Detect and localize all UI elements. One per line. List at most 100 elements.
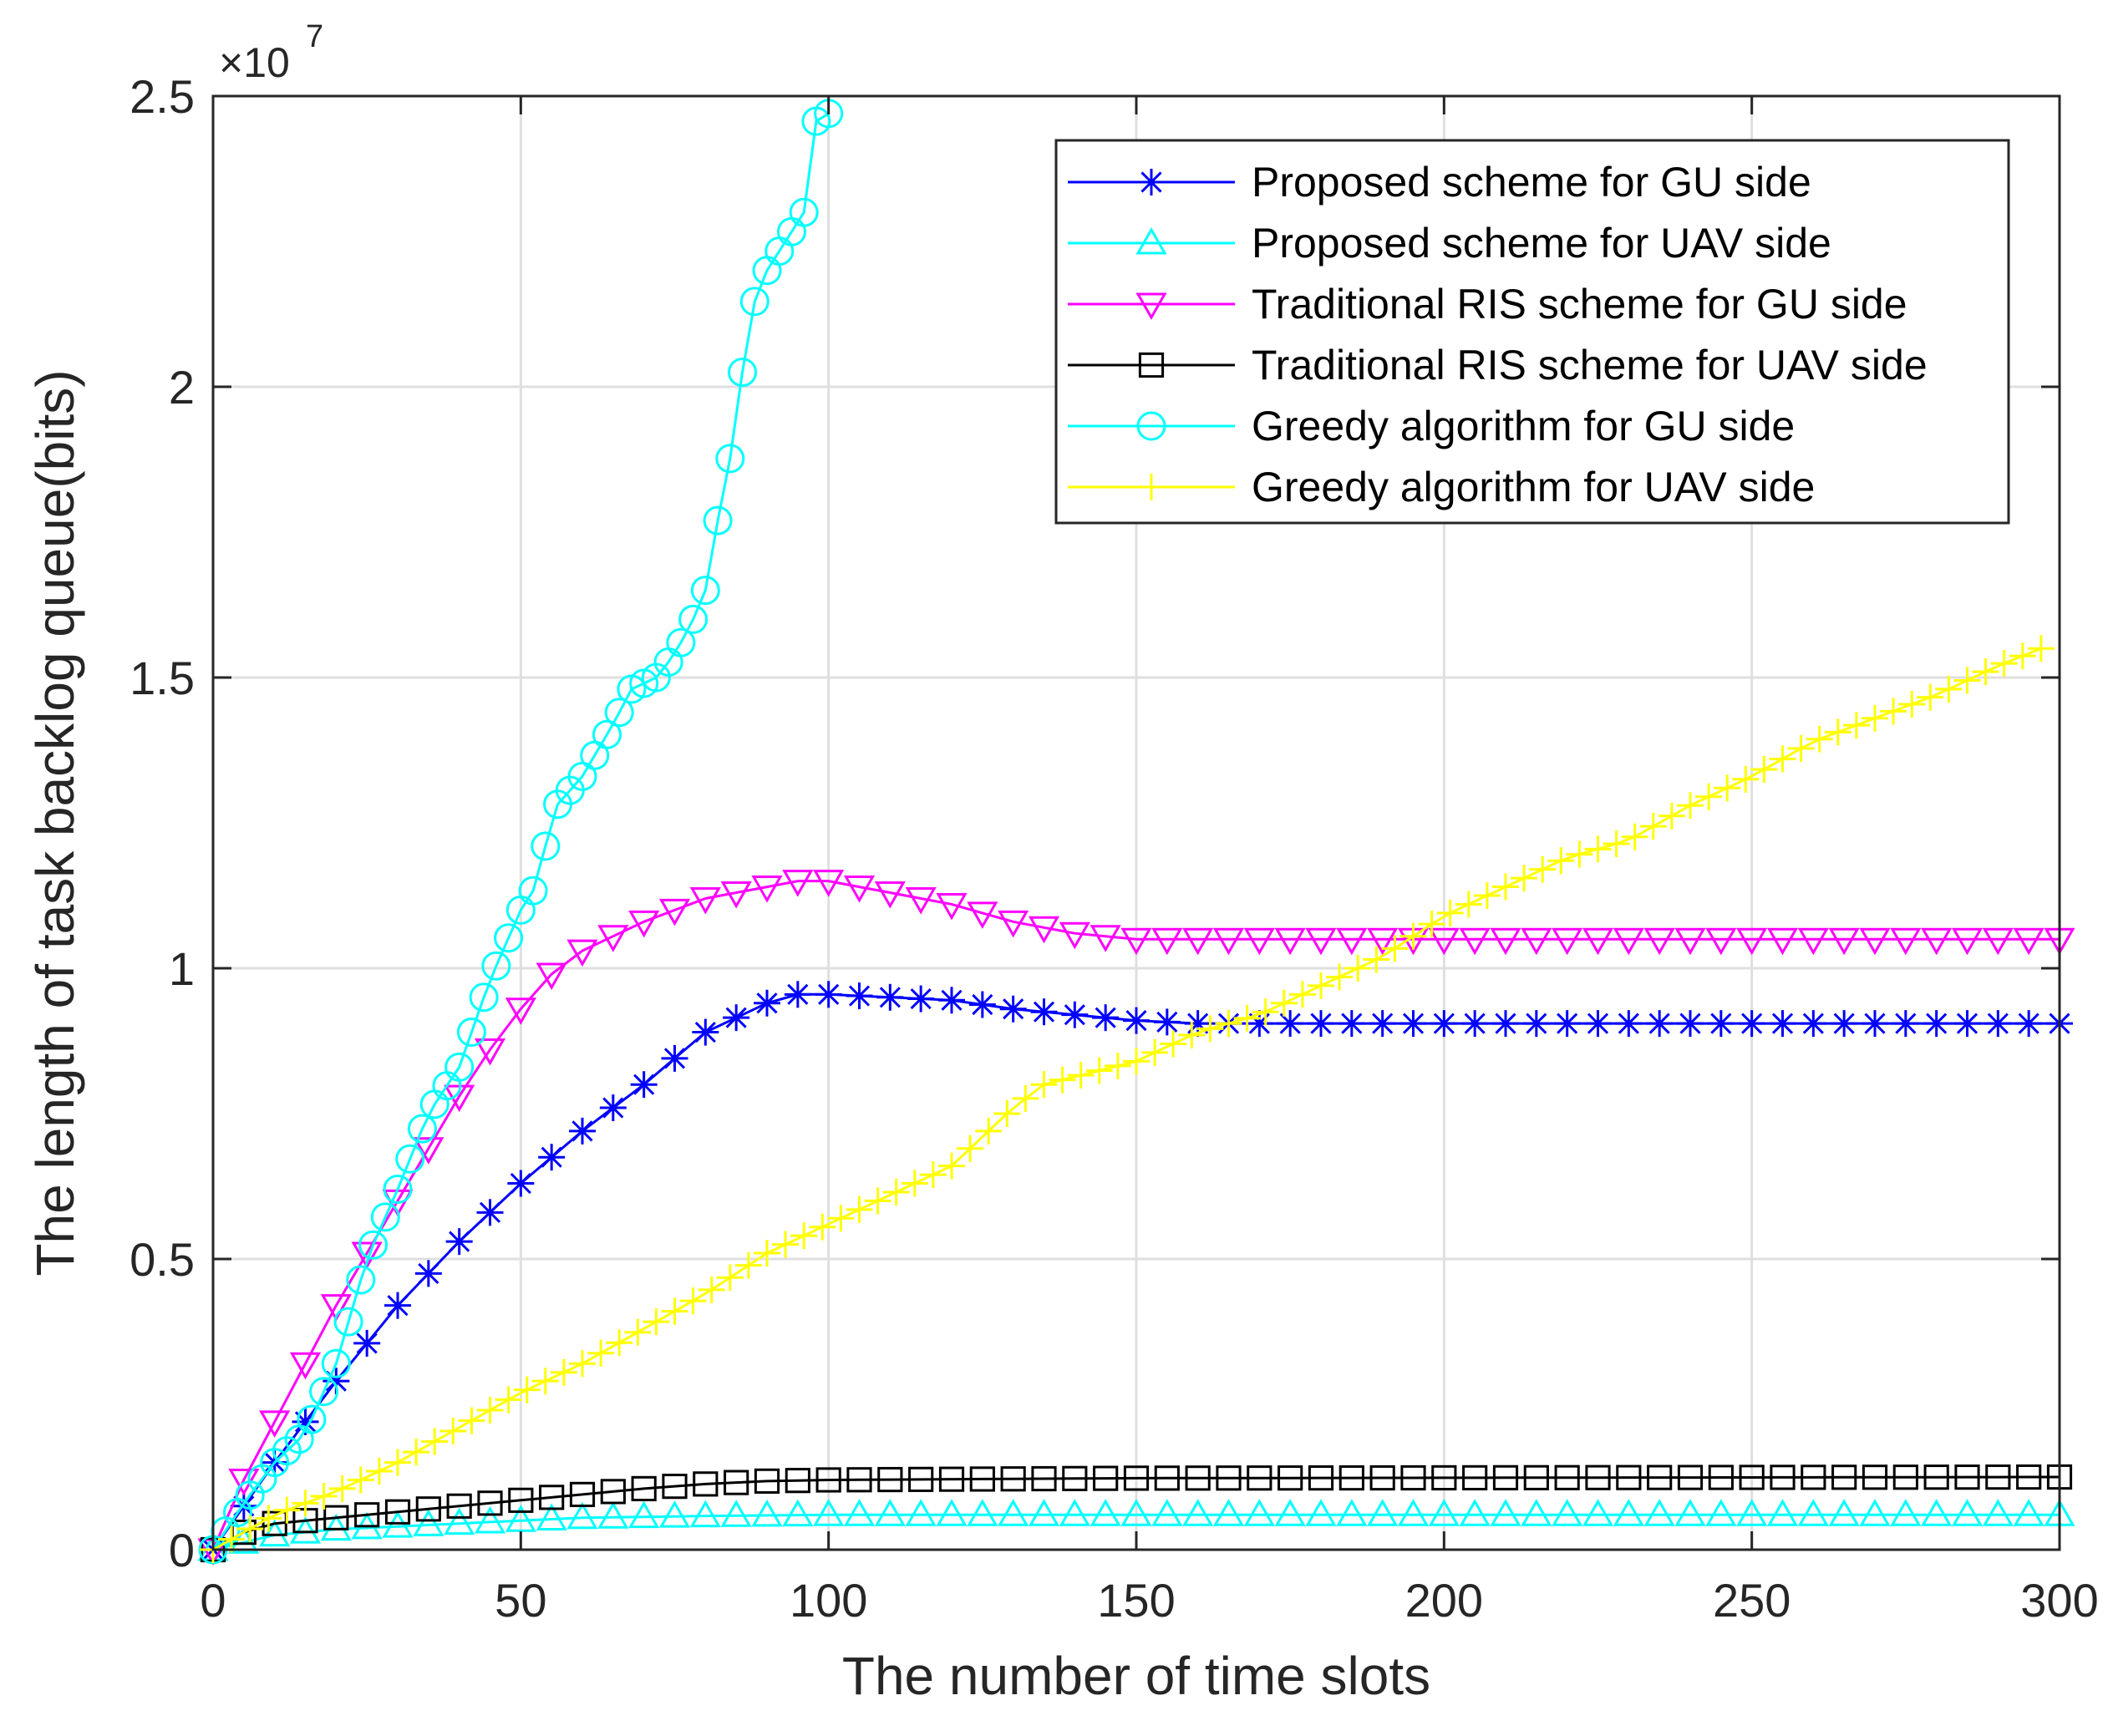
data-point-plus [458, 1407, 485, 1434]
data-point-triangle [1212, 1499, 1245, 1526]
asterisk-stroke [663, 1048, 686, 1069]
asterisk-stroke [756, 992, 778, 1014]
data-point-plus [1842, 712, 1870, 739]
asterisk-stroke [1402, 1013, 1425, 1034]
data-point-asterisk [630, 1071, 658, 1099]
data-point-plus [1326, 963, 1354, 991]
data-point-circle [481, 951, 511, 981]
asterisk-stroke [1895, 1013, 1917, 1034]
data-point-triangle-down [1890, 927, 1922, 956]
data-point-asterisk [1123, 1007, 1150, 1034]
data-point-triangle [413, 1509, 444, 1536]
data-point-triangle-down [1274, 927, 1306, 956]
legend-label: Greedy algorithm for UAV side [1252, 464, 1815, 510]
asterisk-stroke [972, 993, 993, 1016]
data-point-asterisk [1584, 1010, 1612, 1038]
data-point-plus [957, 1134, 984, 1162]
data-point-plus [587, 1339, 615, 1367]
series-line [211, 880, 2060, 1551]
data-point-triangle-down [1859, 927, 1891, 956]
data-point-square [1154, 1465, 1180, 1491]
data-point-asterisk [384, 1292, 411, 1319]
data-point-square [724, 1470, 749, 1495]
asterisk-stroke [694, 1021, 716, 1043]
data-point-circle [444, 1052, 475, 1082]
data-point-square [262, 1510, 287, 1536]
legend-label: Traditional RIS scheme for UAV side [1252, 342, 1928, 388]
asterisk-stroke [1464, 1013, 1486, 1034]
data-point-triangle-down [1059, 921, 1090, 950]
data-point-plus [1639, 813, 1667, 840]
data-point-asterisk [661, 1044, 688, 1072]
data-point-triangle-down [1305, 927, 1337, 956]
data-point-plus [882, 1178, 910, 1206]
data-point-asterisk [1492, 1010, 1519, 1038]
data-point-triangle-down [1120, 927, 1152, 956]
data-point-square [662, 1474, 688, 1500]
data-point-triangle-down [320, 1294, 352, 1322]
series-layer [197, 99, 2075, 1566]
legend-label: Proposed scheme for GU side [1252, 159, 1811, 206]
data-point-triangle-down [1828, 927, 1860, 956]
data-point-plus [495, 1386, 522, 1414]
data-point-circle [715, 444, 745, 474]
data-point-plus [1732, 765, 1760, 793]
data-point-triangle [1674, 1499, 1706, 1526]
data-point-triangle [1243, 1499, 1275, 1526]
data-point-plus [255, 1505, 282, 1532]
asterisk-stroke [541, 1146, 562, 1168]
y-axis-ticks: 0 0.5 1 1.5 2 2.5 [130, 70, 2060, 1576]
data-point-triangle-down [1613, 927, 1644, 956]
data-point-plus [1566, 840, 1593, 868]
data-point-plus [1160, 1030, 1187, 1058]
data-point-plus [569, 1350, 596, 1378]
asterisk-stroke [1064, 1004, 1085, 1026]
data-point-asterisk [538, 1144, 566, 1171]
data-point-asterisk [815, 981, 842, 1008]
data-point-plus [1308, 972, 1334, 999]
y-scale-exponent: 7 [306, 19, 323, 54]
data-point-plus [1085, 1057, 1113, 1084]
data-point-asterisk [1138, 169, 1165, 195]
asterisk-stroke [449, 1231, 470, 1252]
data-point-circle [531, 831, 561, 861]
asterisk-stroke [1140, 171, 1162, 193]
data-point-triangle [1336, 1499, 1368, 1526]
data-point-triangle-down [2013, 927, 2045, 956]
data-point-square [1862, 1464, 1888, 1490]
data-point-asterisk [1277, 1010, 1304, 1038]
data-point-plus [1953, 667, 1981, 694]
data-point-asterisk [1953, 1010, 1981, 1038]
legend-item: Proposed scheme for GU side [1068, 159, 1811, 206]
data-point-asterisk [1153, 1008, 1181, 1036]
data-point-plus [1363, 946, 1390, 973]
asterisk-stroke [418, 1262, 439, 1284]
asterisk-stroke [787, 983, 809, 1005]
asterisk-stroke [1956, 1013, 1978, 1034]
data-point-circle [739, 287, 770, 317]
data-point-plus [1677, 792, 1704, 820]
legend-item: Greedy algorithm for GU side [1068, 403, 1795, 449]
data-point-triangle-down [566, 939, 598, 967]
data-point-asterisk [1553, 1010, 1581, 1038]
data-point-circle [297, 1404, 327, 1434]
data-point-plus [734, 1251, 762, 1279]
data-point-square [600, 1479, 626, 1505]
data-point-asterisk [1461, 1010, 1489, 1038]
data-point-asterisk [1615, 1010, 1643, 1038]
data-point-plus [809, 1213, 836, 1241]
data-point-plus [1418, 911, 1445, 938]
data-point-square [969, 1466, 995, 1492]
data-point-asterisk [692, 1018, 719, 1046]
asterisk-stroke [1095, 1007, 1116, 1028]
asterisk-stroke [1679, 1013, 1701, 1034]
data-point-triangle [1059, 1499, 1090, 1526]
data-point-plus [1252, 998, 1279, 1026]
legend-label: Proposed scheme for UAV side [1252, 220, 1831, 266]
data-point-triangle [1028, 1499, 1060, 1526]
data-point-triangle [782, 1499, 814, 1527]
data-point-asterisk [1646, 1010, 1674, 1038]
data-point-triangle-down [1582, 927, 1614, 956]
data-point-asterisk [1677, 1010, 1704, 1038]
data-point-circle [395, 1144, 425, 1174]
